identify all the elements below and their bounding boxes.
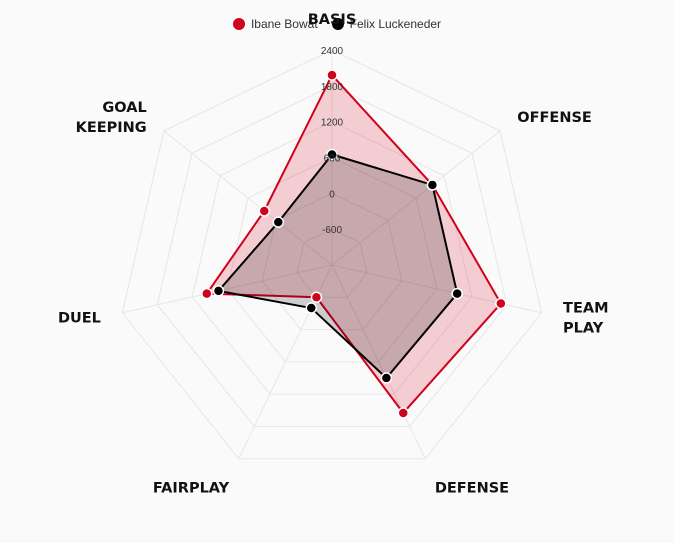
axis-label-duel: DUEL — [58, 311, 101, 327]
tick-label: 1800 — [321, 82, 344, 93]
grid-spoke — [122, 264, 333, 314]
grid-ring — [191, 121, 473, 395]
data-point-series-1-defense[interactable] — [397, 407, 410, 419]
tick-label: 1200 — [321, 118, 344, 129]
data-point-series-2-fairplay[interactable] — [305, 302, 318, 314]
grid-ring — [226, 156, 438, 363]
data-point-series-2-offense[interactable] — [426, 179, 439, 191]
data-point-series-2-basis[interactable] — [326, 148, 338, 161]
grid-ring — [296, 228, 368, 298]
data-point-series-1-fairplay[interactable] — [310, 291, 323, 304]
axis-label-basis: BASIS — [308, 12, 357, 28]
grid-ring — [121, 49, 543, 460]
data-point-series-1-duel[interactable] — [201, 287, 213, 300]
grid-spoke — [331, 264, 426, 459]
data-point-series-2-teamplay[interactable] — [451, 287, 463, 300]
grid-spoke — [163, 130, 333, 266]
grid-ring — [156, 85, 508, 427]
data-point-series-1-teamplay[interactable] — [495, 297, 507, 310]
axis-label-teamplay: TEAM PLAY — [563, 301, 608, 337]
axis-label-goalkeeping: GOAL KEEPING — [76, 100, 147, 136]
axis-label-offense: OFFENSE — [517, 110, 592, 126]
grid-spoke — [331, 130, 501, 266]
grid-spoke — [331, 264, 542, 314]
legend-item-series-1[interactable]: Ibane Bowat — [232, 17, 318, 31]
tick-labels: 2400 1800 1200 600 0 -600 — [321, 46, 344, 236]
legend-label-series-2: Felix Luckeneder — [349, 17, 442, 31]
tick-label: 600 — [324, 154, 341, 165]
grid-ring — [261, 192, 403, 331]
series-area-2 — [217, 153, 459, 379]
tick-label: -600 — [322, 225, 342, 236]
legend-item-series-2[interactable]: Felix Luckeneder — [331, 17, 442, 31]
legend-marker-series-1 — [232, 18, 245, 30]
legend-marker-series-2 — [331, 18, 344, 30]
tick-label: 2400 — [321, 46, 344, 57]
data-point-series-1-basis[interactable] — [326, 69, 338, 81]
data-point-series-1-goalkeeping[interactable] — [258, 205, 271, 217]
data-point-series-2-defense[interactable] — [380, 372, 393, 384]
axis-label-defense: DEFENSE — [435, 481, 509, 497]
axis-labels: BASIS OFFENSE TEAM PLAY DEFENSE FAIRPLAY DUEL G… — [58, 12, 609, 497]
legend-label-series-1: Ibane Bowat — [250, 17, 318, 31]
tick-label: 0 — [329, 189, 335, 200]
legend: Ibane Bowat Felix Luckeneder — [0, 17, 674, 31]
data-point-series-2-duel[interactable] — [212, 285, 225, 297]
radar-grid — [121, 49, 543, 460]
series-layer — [201, 69, 507, 419]
data-point-series-2-goalkeeping[interactable] — [272, 216, 285, 228]
axis-label-fairplay: FAIRPLAY — [153, 481, 230, 497]
